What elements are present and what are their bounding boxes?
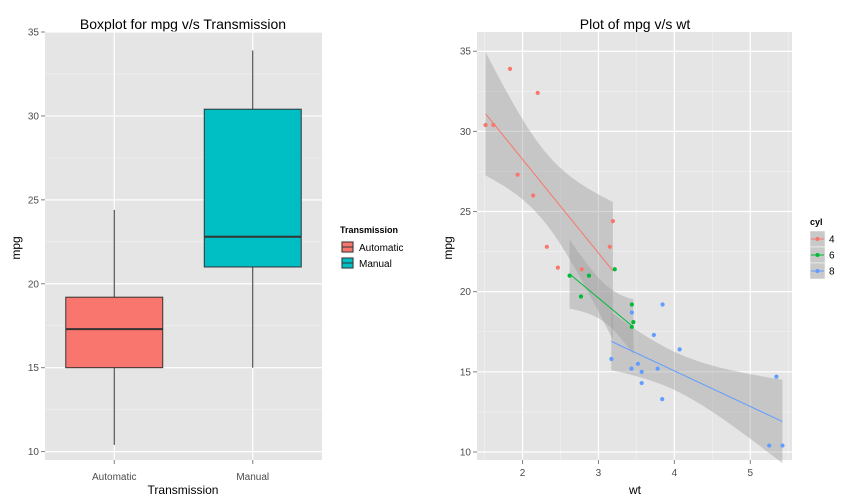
scatter-legend-label: 4 bbox=[829, 235, 835, 246]
scatter-y-tick-label: 30 bbox=[460, 127, 472, 138]
boxplot-title: Boxplot for mpg v/s Transmission bbox=[80, 16, 286, 32]
boxplot-y-tick-label: 15 bbox=[28, 363, 40, 374]
data-point-cyl-8 bbox=[767, 443, 772, 448]
data-point-cyl-8 bbox=[660, 396, 665, 402]
scatter-x-tick-label: 3 bbox=[596, 468, 602, 479]
data-point-cyl-4 bbox=[507, 66, 513, 71]
data-point-cyl-8 bbox=[629, 310, 634, 315]
boxplot-legend: Transmission Automatic Manual bbox=[339, 225, 403, 271]
data-point-cyl-6 bbox=[567, 273, 572, 278]
boxplot-y-tick-label: 10 bbox=[28, 447, 40, 458]
fit-line-cyl-6 bbox=[569, 273, 634, 328]
boxplot-x-axis-title: Transmission bbox=[148, 483, 219, 497]
scatter-legend-key-point bbox=[815, 237, 820, 241]
data-point-cyl-6 bbox=[629, 302, 634, 307]
data-point-cyl-8 bbox=[629, 366, 634, 371]
data-point-cyl-4 bbox=[607, 244, 612, 249]
data-point-cyl-4 bbox=[610, 219, 615, 224]
boxplot-y-tick-label: 30 bbox=[28, 111, 40, 122]
confidence-band-cyl-6 bbox=[569, 239, 634, 355]
scatter-y-tick-label: 10 bbox=[460, 447, 472, 458]
data-point-cyl-6 bbox=[578, 294, 584, 299]
boxplot-legend-label: Manual bbox=[359, 259, 392, 270]
data-point-cyl-6 bbox=[612, 267, 617, 272]
data-point-cyl-8 bbox=[774, 374, 779, 379]
data-point-cyl-6 bbox=[631, 320, 636, 325]
boxplot-x-tick-label: Automatic bbox=[92, 472, 136, 483]
scatter-legend-label: 8 bbox=[829, 267, 835, 278]
boxplot-y-tick-label: 25 bbox=[28, 195, 40, 206]
scatter-x-tick-label: 2 bbox=[520, 468, 526, 479]
boxplot-boxes bbox=[65, 50, 302, 445]
data-point-cyl-8 bbox=[609, 356, 614, 362]
data-point-cyl-8 bbox=[660, 302, 665, 307]
data-point-cyl-6 bbox=[629, 324, 634, 330]
scatter-y-tick-label: 20 bbox=[460, 287, 472, 298]
scatter-x-tick-label: 5 bbox=[747, 468, 753, 479]
boxplot-legend-title: Transmission bbox=[340, 225, 398, 235]
scatter-title: Plot of mpg v/s wt bbox=[580, 16, 691, 32]
boxplot-x-ticks: Automatic Manual bbox=[92, 460, 269, 483]
scatter-legend-key-point bbox=[815, 253, 820, 257]
scatter-fit-lines bbox=[485, 113, 783, 422]
boxplot-legend-label: Automatic bbox=[359, 243, 403, 254]
data-point-cyl-8 bbox=[639, 369, 644, 374]
data-point-cyl-4 bbox=[531, 193, 536, 198]
data-point-cyl-8 bbox=[677, 347, 682, 352]
scatter-y-tick-label: 15 bbox=[460, 367, 472, 378]
scatter-y-ticks: 10 15 20 25 30 35 bbox=[460, 47, 477, 458]
scatter-x-ticks: 2 3 4 5 bbox=[520, 460, 753, 479]
boxplot-x-tick-label: Manual bbox=[236, 472, 269, 483]
data-point-cyl-8 bbox=[651, 332, 656, 338]
scatter-legend: cyl 4 6 8 bbox=[809, 217, 835, 280]
scatter-points bbox=[483, 66, 785, 448]
boxplot-box-automatic bbox=[65, 296, 164, 369]
boxplot-box-manual bbox=[203, 108, 302, 268]
data-point-cyl-4 bbox=[544, 244, 549, 249]
scatter-grid bbox=[477, 32, 792, 460]
data-point-cyl-4 bbox=[579, 267, 584, 272]
scatter-legend-key-point bbox=[815, 269, 820, 273]
scatter-y-tick-label: 25 bbox=[460, 207, 472, 218]
boxplot-y-tick-label: 35 bbox=[28, 28, 40, 39]
scatter-x-tick-label: 4 bbox=[672, 468, 678, 479]
scatter-legend-title: cyl bbox=[810, 217, 823, 227]
boxplot-y-ticks: 10 15 20 25 30 35 bbox=[28, 28, 45, 458]
data-point-cyl-8 bbox=[635, 361, 641, 366]
scatter-y-axis-title: mpg bbox=[441, 236, 455, 259]
data-point-cyl-4 bbox=[483, 122, 488, 128]
scatter-y-tick-label: 35 bbox=[460, 47, 472, 58]
fit-line-cyl-4 bbox=[485, 113, 614, 272]
data-point-cyl-4 bbox=[491, 122, 496, 128]
data-point-cyl-8 bbox=[655, 366, 660, 371]
data-point-cyl-8 bbox=[639, 380, 644, 386]
scatter-panel bbox=[477, 32, 792, 460]
data-point-cyl-6 bbox=[586, 273, 592, 278]
scatter-x-axis-title: wt bbox=[628, 483, 642, 497]
confidence-band-cyl-8 bbox=[611, 312, 783, 464]
boxplot-chart: Boxplot for mpg v/s Transmission 10 15 20 2… bbox=[9, 16, 403, 497]
boxplot-legend-entries: Automatic Manual bbox=[339, 239, 403, 271]
boxplot-y-tick-label: 20 bbox=[28, 279, 40, 290]
boxplot-y-axis-title: mpg bbox=[9, 236, 23, 259]
fit-line-cyl-8 bbox=[611, 340, 783, 422]
scatter-legend-label: 6 bbox=[829, 251, 835, 262]
data-point-cyl-4 bbox=[535, 90, 540, 96]
data-point-cyl-4 bbox=[515, 172, 520, 177]
data-point-cyl-8 bbox=[780, 443, 785, 448]
data-point-cyl-4 bbox=[555, 265, 560, 270]
scatter-legend-entries: 4 6 8 bbox=[809, 230, 835, 280]
